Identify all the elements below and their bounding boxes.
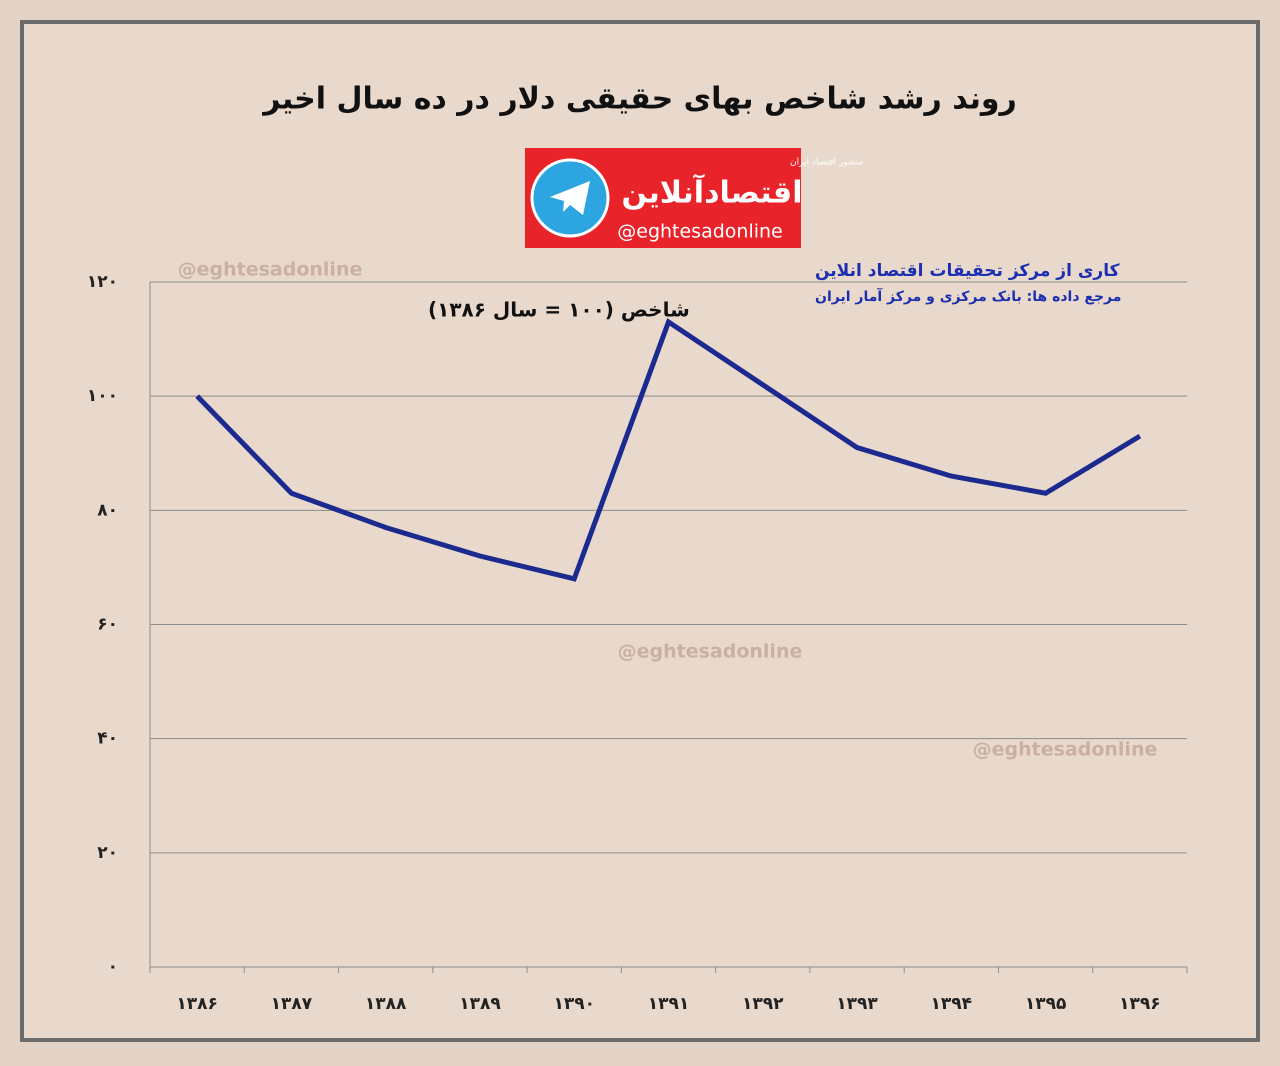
x-tick-label: ۱۳۹۵ xyxy=(1025,994,1067,1014)
x-tick-label: ۱۳۹۱ xyxy=(648,994,690,1014)
data-line xyxy=(195,318,1142,582)
logo-name: اقتصادآنلاین xyxy=(622,174,803,211)
y-tick-label: ۶۰ xyxy=(97,615,118,635)
annotation: مرجع داده ها: بانک مرکزی و مرکز آمار ایر… xyxy=(815,287,1121,305)
logo: منشور اقتصاد ایران اقتصادآنلاین @eghtesa… xyxy=(525,148,864,248)
y-tick-label: ۰ xyxy=(108,957,118,977)
chart-title: روند رشد شاخص بهای حقیقی دلار در ده سال … xyxy=(261,82,1017,117)
watermark: @eghtesadonline xyxy=(178,259,363,281)
x-tick-label: ۱۳۸۹ xyxy=(459,994,501,1014)
telegram-plane xyxy=(550,181,590,215)
y-tick-label: ۱۲۰ xyxy=(87,272,118,292)
x-tick-label: ۱۳۹۶ xyxy=(1119,994,1161,1014)
x-tick-label: ۱۳۹۳ xyxy=(836,994,878,1014)
y-tick-label: ۸۰ xyxy=(97,500,118,520)
logo-handle: @eghtesadonline xyxy=(617,221,783,243)
watermark: @eghtesadonline xyxy=(973,739,1158,761)
y-tick-label: ۱۰۰ xyxy=(87,386,118,406)
x-tick-label: ۱۳۹۴ xyxy=(931,994,973,1014)
x-tick-label: ۱۳۸۸ xyxy=(365,994,407,1014)
logo-tagline: منشور اقتصاد ایران xyxy=(790,158,864,168)
y-tick-label: ۴۰ xyxy=(97,729,118,749)
x-tick-label: ۱۳۸۶ xyxy=(176,994,218,1014)
x-tick-label: ۱۳۹۲ xyxy=(742,994,784,1014)
y-tick-label: ۲۰ xyxy=(97,843,118,863)
x-tick-label: ۱۳۹۰ xyxy=(553,994,595,1014)
y-axis-label: شاخص (۱۰۰ = سال ۱۳۸۶) xyxy=(428,298,690,322)
watermark: @eghtesadonline xyxy=(618,641,803,663)
x-tick-label: ۱۳۸۷ xyxy=(271,994,313,1014)
annotation: کاری از مرکز تحقیقات اقتصاد انلاین xyxy=(815,261,1120,281)
